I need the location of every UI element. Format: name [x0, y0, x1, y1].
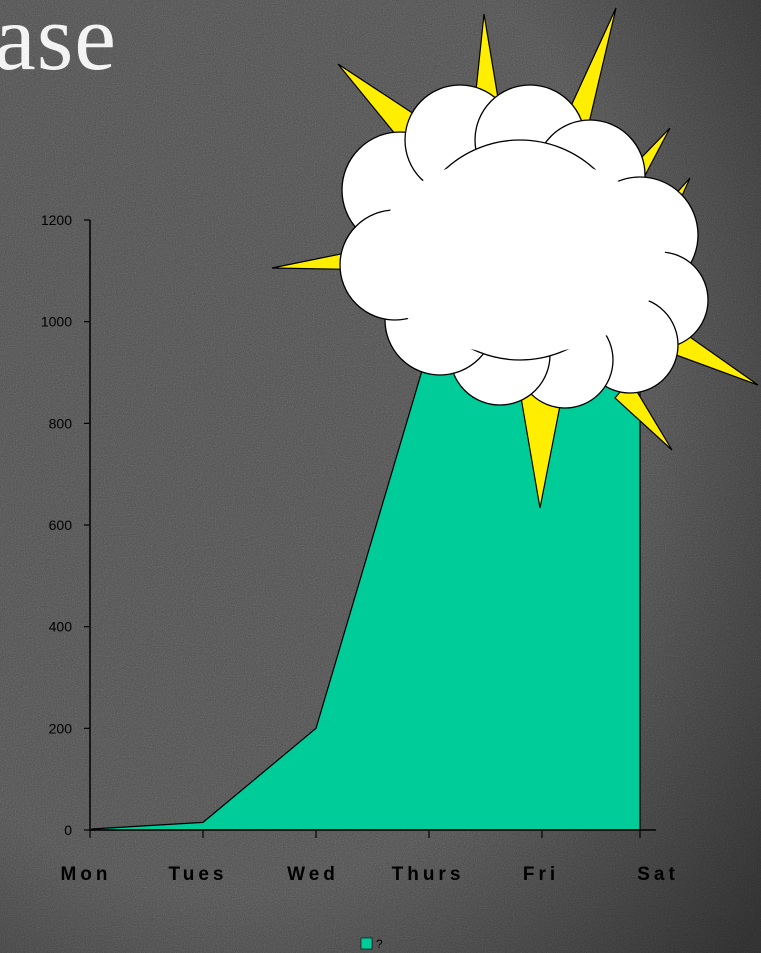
legend-label: ? [376, 937, 383, 951]
sun-behind-cloud-icon [271, 7, 759, 509]
x-tick-label: Fri [523, 864, 559, 885]
y-tick-label: 400 [49, 619, 73, 635]
x-axis-ticks: Mon Tues Wed Thurs Fri Sat [60, 830, 679, 885]
y-tick-label: 600 [49, 517, 73, 533]
legend-swatch [360, 937, 373, 950]
y-tick-label: 1000 [41, 314, 72, 330]
x-tick-label: Wed [287, 864, 339, 885]
x-tick-label: Mon [60, 864, 111, 885]
x-tick-label: Tues [169, 864, 228, 885]
cloud-shape [339, 84, 709, 409]
cloud-body [375, 155, 665, 355]
y-tick-label: 0 [64, 822, 72, 838]
y-axis-ticks: 0 200 400 600 800 1000 1200 [41, 212, 90, 838]
x-tick-label: Sat [637, 864, 679, 885]
legend: ? [360, 937, 383, 951]
y-tick-label: 1200 [41, 212, 72, 228]
y-tick-label: 200 [49, 720, 73, 736]
x-tick-label: Thurs [392, 864, 465, 885]
y-tick-label: 800 [49, 415, 73, 431]
